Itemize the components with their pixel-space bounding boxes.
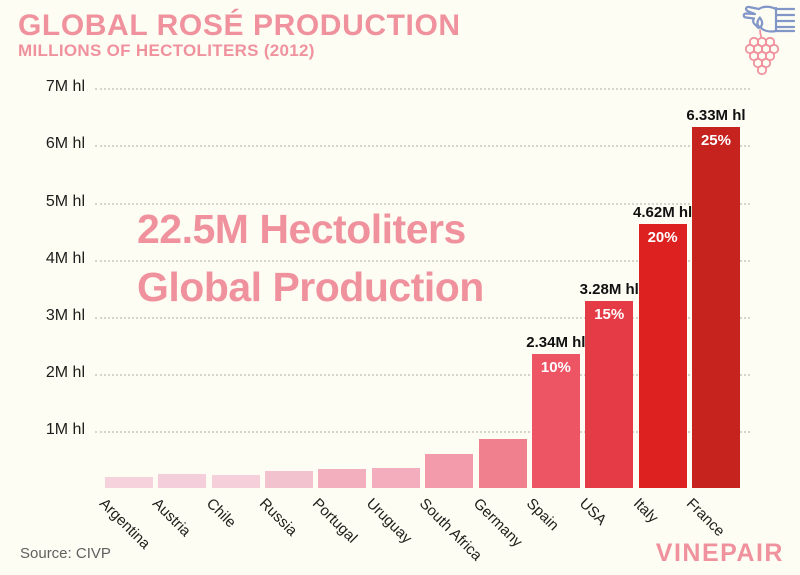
y-axis-tick-label: 3M hl: [45, 306, 85, 324]
value-label-usa: 3.28M hl: [579, 280, 639, 298]
bar-argentina: [105, 476, 153, 488]
y-axis-tick-label: 6M hl: [45, 135, 85, 153]
gridline-5m: [95, 202, 750, 205]
percent-label-italy: 20%: [647, 229, 678, 247]
bar-germany: [478, 438, 527, 488]
x-axis-label-spain: Spain: [522, 495, 563, 535]
percent-label-spain: 10%: [540, 359, 571, 377]
bar-spain: [531, 354, 580, 488]
vinepair-logo: VINEPAIR: [655, 539, 784, 567]
bar-france: [691, 126, 740, 488]
x-axis-label-uruguay: Uruguay: [362, 495, 415, 548]
y-axis-tick-label: 5M hl: [45, 192, 85, 210]
chart-title: GLOBAL ROSÉ PRODUCTION: [18, 9, 461, 42]
y-axis-tick-label: 4M hl: [45, 249, 85, 267]
gridline-6m: [95, 145, 750, 148]
bar-portugal: [318, 469, 367, 488]
gridline-2m: [95, 373, 750, 376]
grape-picking-icon: [742, 5, 795, 76]
annotation-line-1: 22.5M Hectoliters: [137, 206, 466, 252]
bar-austria: [158, 473, 207, 488]
y-axis-tick-label: 1M hl: [45, 420, 85, 438]
y-axis-tick-label: 7M hl: [45, 78, 85, 96]
x-axis-label-italy: Italy: [629, 495, 662, 527]
x-axis-label-russia: Russia: [256, 495, 301, 540]
source-credit: Source: CIVP: [20, 545, 111, 562]
annotation-line-2: Global Production: [137, 264, 484, 310]
x-axis-label-usa: USA: [576, 495, 611, 529]
x-axis-label-austria: Austria: [149, 495, 195, 541]
bar-chile: [211, 474, 260, 488]
chart-subtitle: MILLIONS OF HECTOLITERS (2012): [18, 41, 315, 60]
gridline-7m: [95, 88, 750, 91]
gridline-1m: [95, 430, 750, 433]
x-axis-label-chile: Chile: [202, 495, 239, 532]
value-label-france: 6.33M hl: [686, 106, 746, 124]
x-axis-label-portugal: Portugal: [309, 495, 361, 547]
gridline-3m: [95, 316, 750, 319]
value-label-spain: 2.34M hl: [526, 334, 586, 352]
bar-russia: [265, 470, 314, 488]
bar-south-africa: [425, 453, 474, 488]
bar-uruguay: [371, 468, 420, 488]
bar-italy: [638, 224, 687, 488]
x-axis-label-argentina: Argentina: [95, 495, 154, 553]
percent-label-usa: 15%: [594, 305, 625, 323]
x-axis-label-germany: Germany: [469, 495, 526, 551]
x-axis-label-france: France: [682, 495, 728, 541]
percent-label-france: 25%: [700, 131, 731, 149]
bar-usa: [585, 300, 634, 488]
y-axis-tick-label: 2M hl: [45, 363, 85, 381]
gridline-4m: [95, 259, 750, 262]
value-label-italy: 4.62M hl: [633, 204, 693, 222]
